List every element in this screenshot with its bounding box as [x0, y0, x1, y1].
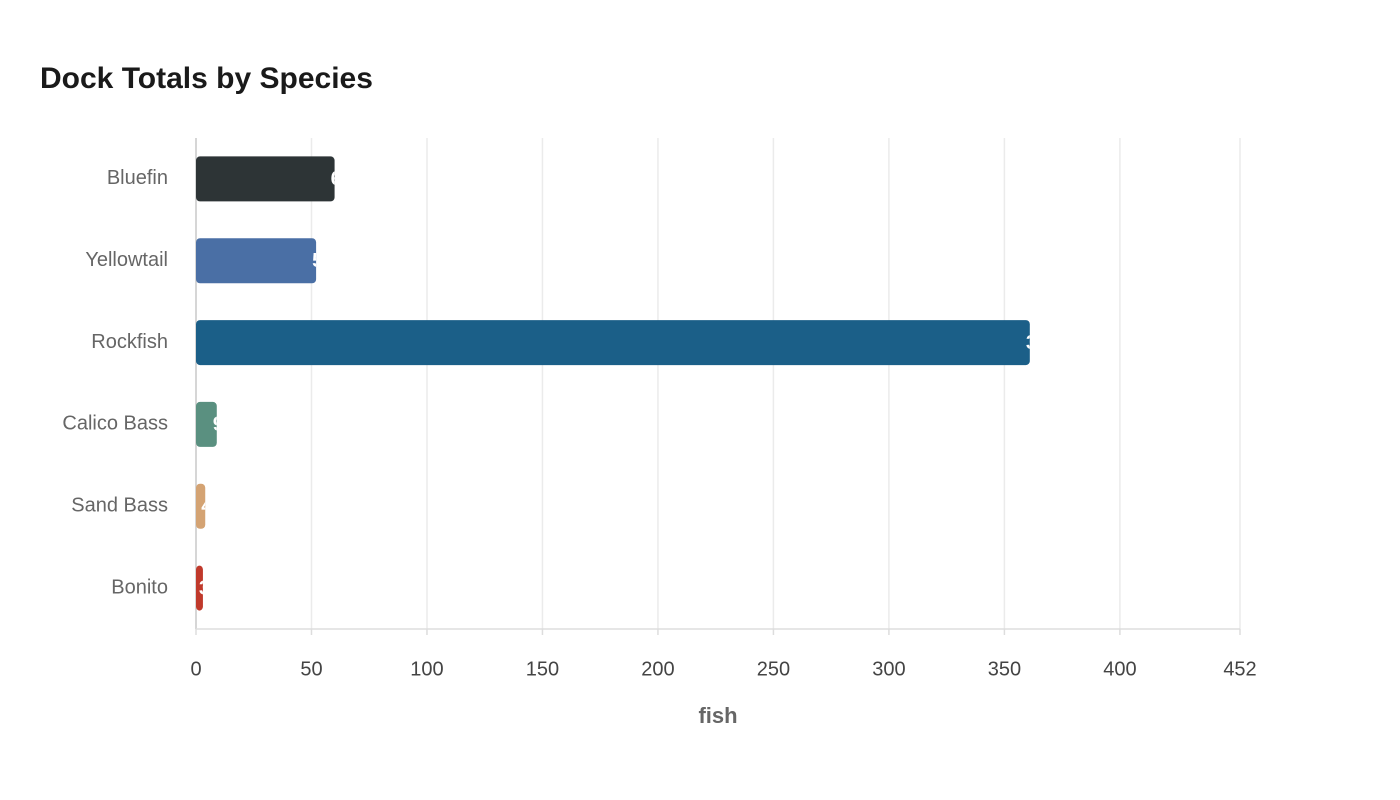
x-tick-label: 250: [757, 658, 790, 680]
value-label: 4: [201, 496, 213, 518]
bar: [196, 565, 203, 611]
bar: [196, 401, 217, 447]
y-tick-label: Yellowtail: [85, 249, 168, 271]
x-tick-label: 150: [526, 658, 559, 680]
value-label: 60: [331, 168, 353, 190]
y-tick-label: Bluefin: [107, 167, 168, 189]
bar: [196, 156, 335, 202]
x-tick-label: 50: [300, 658, 322, 680]
x-tick-label: 350: [988, 658, 1021, 680]
value-label: 9: [213, 414, 224, 436]
y-tick-label: Bonito: [111, 576, 168, 598]
value-label: 361: [1026, 332, 1059, 354]
bar: [196, 483, 206, 529]
chart-title: Dock Totals by Species: [40, 62, 373, 95]
y-tick-label: Sand Bass: [71, 495, 168, 517]
value-label: 52: [312, 250, 334, 272]
x-tick-label: 452: [1223, 658, 1256, 680]
x-tick-label: 200: [641, 658, 674, 680]
y-tick-label: Rockfish: [91, 331, 168, 353]
value-label: 3: [199, 577, 210, 599]
bar: [196, 238, 317, 284]
x-axis-label: fish: [698, 703, 737, 728]
bar: [196, 320, 1030, 366]
x-tick-label: 300: [872, 658, 905, 680]
y-tick-label: Calico Bass: [62, 413, 168, 435]
x-tick-label: 0: [190, 658, 201, 680]
x-tick-label: 100: [410, 658, 443, 680]
x-tick-label: 400: [1103, 658, 1136, 680]
